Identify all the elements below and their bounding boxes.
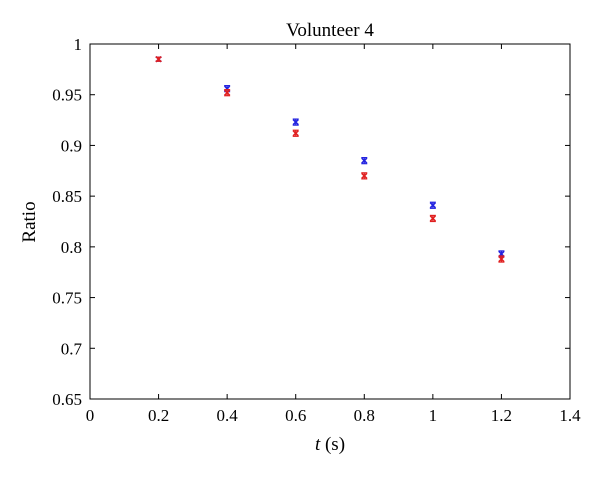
data-point — [498, 255, 505, 263]
x-tick-label: 0 — [86, 406, 95, 425]
y-tick-label: 0.7 — [61, 339, 83, 358]
x-axis-label: t (s) — [90, 434, 570, 456]
chart-title: Volunteer 4 — [286, 20, 374, 41]
y-tick-label: 0.75 — [52, 289, 82, 308]
data-point — [429, 214, 437, 223]
data-point — [223, 89, 231, 97]
x-tick-label: 0.8 — [354, 406, 375, 425]
point-marker — [223, 89, 231, 96]
y-tick-label: 0.8 — [61, 238, 82, 257]
series-1 — [155, 56, 505, 258]
x-tick-label: 1.4 — [559, 406, 581, 425]
x-tick-label: 1 — [429, 406, 438, 425]
data-point — [361, 157, 368, 165]
data-point — [292, 129, 299, 137]
series-2 — [155, 56, 505, 263]
plot-area-frame — [89, 43, 571, 400]
point-marker — [498, 255, 505, 263]
y-tick-label: 0.9 — [61, 136, 82, 155]
y-tick-label: 0.95 — [52, 86, 82, 105]
data-point — [361, 172, 368, 180]
data-marks — [155, 56, 505, 263]
point-marker — [429, 202, 437, 209]
point-marker — [429, 215, 437, 222]
x-tick-label: 1.2 — [491, 406, 512, 425]
point-marker — [361, 157, 368, 164]
data-point — [292, 118, 299, 126]
x-tick-label: 0.4 — [217, 406, 239, 425]
point-marker — [292, 130, 299, 137]
y-tick-label: 0.85 — [52, 187, 82, 206]
point-marker — [155, 56, 162, 63]
y-axis-label: Ratio — [19, 201, 40, 243]
x-axis-variable: t — [314, 434, 321, 455]
x-axis-unit: (s) — [324, 434, 346, 455]
axis-ticks: 0 0.2 0.4 0.6 0.8 1 1.2 1.4 0.65 0.7 0.75 0.8 0.85 0.… — [52, 35, 581, 425]
x-tick-label: 0.2 — [148, 406, 169, 425]
point-marker — [292, 118, 299, 126]
data-point — [429, 201, 437, 209]
point-marker — [361, 172, 368, 180]
data-point — [155, 56, 162, 63]
y-tick-label: 1 — [74, 35, 83, 54]
x-tick-label: 0.6 — [285, 406, 306, 425]
y-tick-label: 0.65 — [52, 390, 82, 409]
